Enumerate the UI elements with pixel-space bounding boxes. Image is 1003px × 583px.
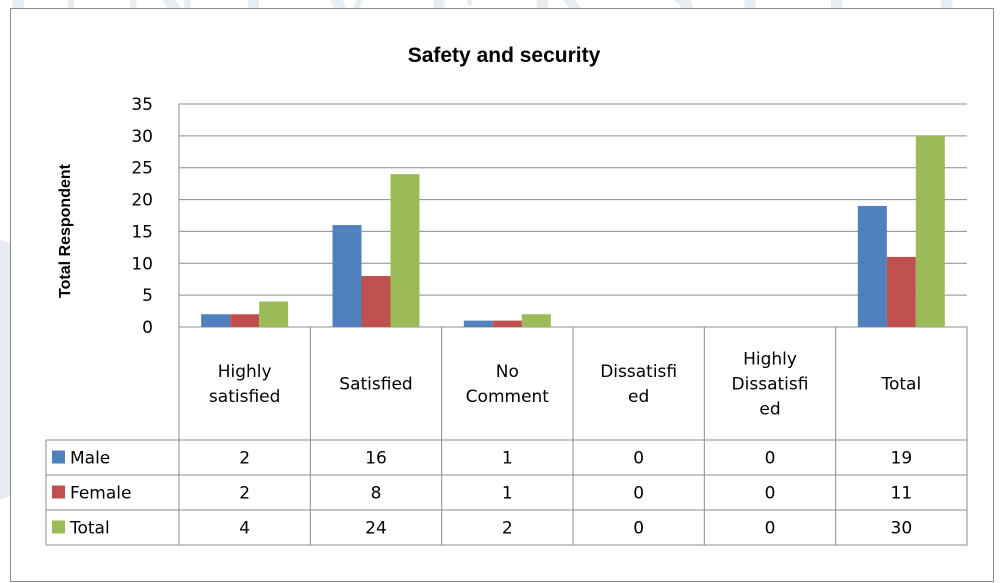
table-cell: 0 [765,449,776,469]
y-tick-label: 15 [131,222,153,242]
legend-label-total: Total [69,519,110,539]
table-cell: 0 [765,519,776,539]
bar-total-1 [390,174,420,327]
table-cell: 1 [502,484,513,504]
y-axis-label: Total Respondent [57,163,74,298]
bar-male-5 [857,205,887,327]
table-cell: 30 [891,519,913,539]
y-tick-label: 35 [131,95,153,115]
table-cell: 0 [633,519,644,539]
table-cell: 4 [239,519,250,539]
category-label: No Comment [466,362,550,407]
y-tick-label: 20 [131,191,153,211]
bar-female-1 [361,276,391,327]
table-cell: 8 [371,484,382,504]
bar-total-2 [521,314,551,327]
bar-total-5 [915,135,945,327]
table-cell: 0 [633,484,644,504]
table-cell: 2 [239,449,250,469]
legend-label-male: Male [70,449,110,469]
legend-label-female: Female [70,484,131,504]
table-cell: 2 [239,484,250,504]
table-cell: 0 [633,449,644,469]
table-cell: 2 [502,519,513,539]
legend-swatch-female [52,485,65,499]
legend-swatch-total [52,520,65,534]
y-tick-label: 25 [131,159,153,179]
y-tick-label: 5 [142,286,153,306]
y-tick-label: 30 [131,127,153,147]
category-label: Dissatisfi ed [600,362,677,407]
category-label: Highly satisfied [209,362,280,407]
table-cell: 19 [891,449,913,469]
bar-female-2 [492,320,522,327]
bar-male-1 [332,225,362,327]
table-cell: 16 [365,449,387,469]
chart-title: Safety and security [408,44,601,67]
category-label: Highly Dissatisfi ed [732,350,809,420]
table-cell: 11 [891,484,913,504]
bar-female-5 [886,256,916,327]
bar-male-0 [201,314,231,327]
legend-swatch-male [52,450,65,464]
bar-total-0 [259,301,289,327]
table-cell: 1 [502,449,513,469]
category-label: Satisfied [339,375,412,395]
bar-female-0 [230,314,260,327]
table-cell: 24 [365,519,387,539]
category-label: Total [880,375,921,395]
table-cell: 0 [765,484,776,504]
y-tick-label: 0 [142,318,153,338]
bar-male-2 [463,320,493,327]
y-tick-label: 10 [131,254,153,274]
